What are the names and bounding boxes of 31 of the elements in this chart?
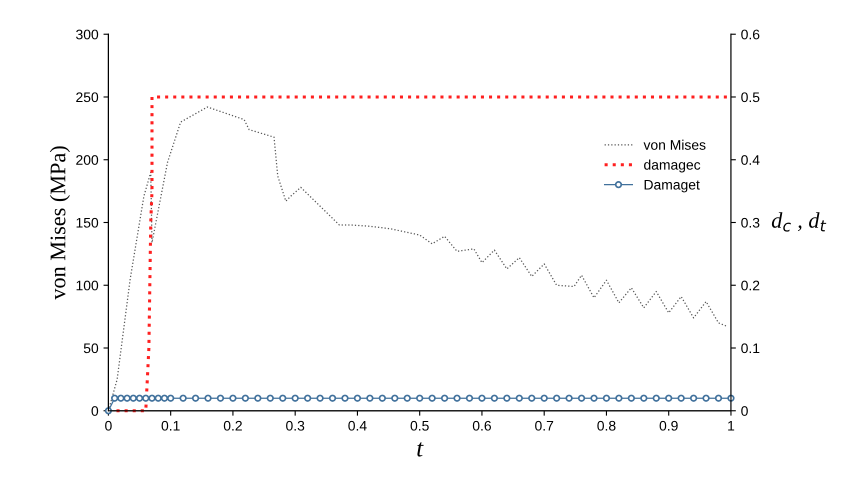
y2-tick-label: 0.1 — [741, 343, 760, 354]
x-tick-label: 1 — [728, 420, 734, 431]
y2-tick-label: 0.5 — [741, 92, 760, 102]
y2-axis-title: d$_{c}$ , d$_{t}$ — [772, 212, 826, 232]
y-tick-label: 300 — [76, 30, 98, 40]
x-tick-label: 0.5 — [410, 420, 429, 431]
y2-tick-label: 0.6 — [741, 30, 760, 40]
x-tick-label: 0.2 — [224, 420, 242, 431]
y2-tick-label: 0 — [741, 406, 748, 416]
y-tick-label: 50 — [84, 343, 98, 354]
x-tick-label: 0.9 — [660, 420, 678, 431]
y-tick-label: 150 — [76, 218, 98, 228]
y-axis-title: von Mises (MPa) — [50, 146, 70, 300]
x-tick-label: 0.3 — [286, 420, 304, 431]
legend-label: von Mises — [644, 140, 706, 150]
y-tick-label: 250 — [76, 92, 98, 102]
y2-tick-label: 0.2 — [741, 280, 760, 290]
x-tick-label: 0.7 — [535, 420, 554, 431]
x-tick-label: 0.1 — [162, 420, 180, 431]
x-tick-label: 0 — [105, 420, 112, 431]
y-tick-label: 100 — [76, 280, 98, 290]
x-tick-label: 0.8 — [597, 420, 616, 431]
y-tick-label: 0 — [92, 406, 98, 416]
legend-label: damagec — [644, 160, 700, 172]
x-axis-title: t — [417, 442, 424, 457]
y2-tick-label: 0.4 — [741, 155, 760, 165]
y2-tick-label: 0.3 — [741, 218, 760, 228]
legend-label: Damaget — [644, 180, 700, 192]
x-tick-label: 0.6 — [472, 420, 491, 431]
x-tick-label: 0.4 — [348, 420, 367, 431]
y-tick-label: 200 — [76, 155, 98, 165]
